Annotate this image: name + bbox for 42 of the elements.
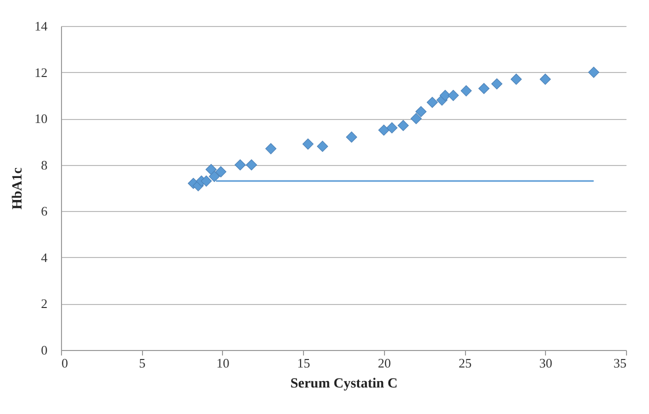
y-tick-label: 12 xyxy=(34,64,48,80)
x-tick-label: 15 xyxy=(297,356,310,370)
y-tick-label: 14 xyxy=(34,18,48,34)
point xyxy=(265,143,276,154)
x-tick-label: 0 xyxy=(62,356,68,370)
x-tick-label: 35 xyxy=(614,356,626,370)
x-tick-label: 10 xyxy=(216,356,230,370)
point xyxy=(588,66,600,78)
point xyxy=(208,170,220,182)
x-axis-title: Serum Cystatin C xyxy=(290,376,398,392)
y-tick-label: 4 xyxy=(41,250,48,265)
point xyxy=(234,159,246,170)
y-tick-label: 2 xyxy=(41,296,48,312)
x-tick-label: 20 xyxy=(378,356,391,370)
y-tick-label: 10 xyxy=(34,111,48,126)
x-tick-label: 5 xyxy=(138,356,146,370)
point xyxy=(460,85,472,96)
point xyxy=(426,96,438,108)
point xyxy=(215,166,226,178)
y-tick-label: 8 xyxy=(41,157,48,172)
point xyxy=(206,164,217,176)
point xyxy=(316,140,328,152)
point xyxy=(246,159,258,170)
point xyxy=(410,113,422,124)
point xyxy=(415,106,427,118)
point xyxy=(346,132,358,143)
point xyxy=(540,74,551,85)
point xyxy=(386,122,398,134)
y-tick-label: 0 xyxy=(41,342,48,358)
point xyxy=(448,90,459,101)
x-tick-label: 30 xyxy=(539,356,552,370)
point xyxy=(378,124,390,136)
y-axis-title: HbA1c xyxy=(10,168,26,210)
point xyxy=(398,120,409,132)
point xyxy=(302,138,314,150)
y-tick-label: 6 xyxy=(41,204,48,219)
point xyxy=(478,82,490,94)
point xyxy=(200,176,212,187)
x-tick-label: 25 xyxy=(458,356,472,370)
point xyxy=(510,74,522,85)
point xyxy=(491,78,502,90)
point xyxy=(440,90,451,101)
